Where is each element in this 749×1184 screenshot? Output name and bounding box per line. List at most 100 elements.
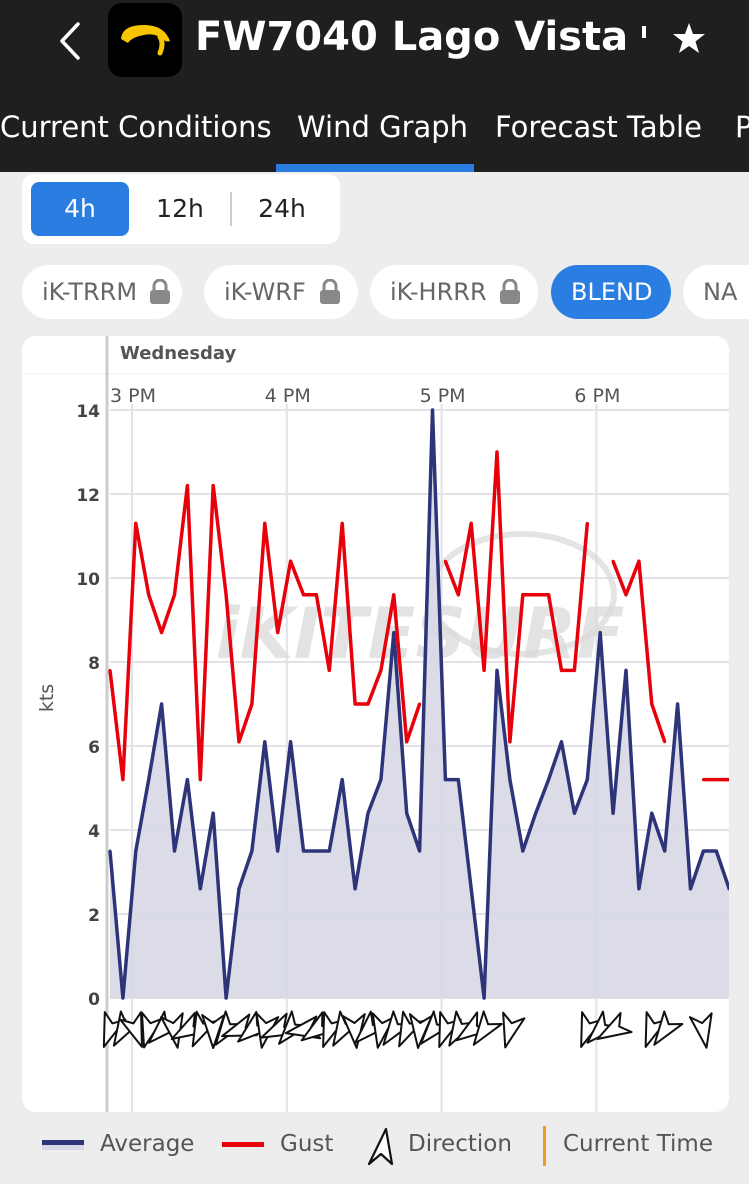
average-point bbox=[289, 740, 293, 744]
tab-forecast-table[interactable]: Forecast Table bbox=[495, 110, 702, 144]
gust-point bbox=[572, 668, 576, 672]
direction-arrow bbox=[472, 1010, 503, 1046]
average-point bbox=[469, 887, 473, 891]
average-point bbox=[392, 631, 396, 635]
time-tick-label: 6 PM bbox=[574, 385, 620, 407]
tab-wind-graph[interactable]: Wind Graph bbox=[297, 110, 469, 144]
average-point bbox=[314, 849, 318, 853]
legend-label: Current Time bbox=[563, 1131, 713, 1157]
gust-point bbox=[250, 702, 254, 706]
average-point bbox=[650, 811, 654, 815]
average-point bbox=[405, 811, 409, 815]
tab-partial[interactable]: P bbox=[735, 110, 749, 144]
direction-arrow-shape bbox=[341, 1013, 366, 1049]
average-point bbox=[714, 849, 718, 853]
gust-point bbox=[366, 702, 370, 706]
title-overflow-mark bbox=[642, 26, 646, 38]
legend-current-time: Current Time bbox=[540, 1118, 729, 1174]
direction-arrow bbox=[160, 1012, 184, 1049]
gust-point bbox=[701, 778, 705, 782]
legend-direction: Direction bbox=[366, 1118, 536, 1174]
current-time-swatch bbox=[543, 1126, 546, 1166]
range-24h-button[interactable]: 24h bbox=[258, 194, 306, 223]
direction-arrow-shape bbox=[502, 1011, 526, 1049]
star-icon[interactable] bbox=[668, 18, 710, 60]
average-point bbox=[482, 996, 486, 1000]
gust-point bbox=[714, 778, 718, 782]
average-point bbox=[134, 849, 138, 853]
model-chip-ik-hrrr[interactable]: iK-HRRR bbox=[370, 265, 538, 319]
gust-point bbox=[108, 668, 112, 672]
gust-point bbox=[482, 668, 486, 672]
average-point bbox=[572, 811, 576, 815]
lock-icon bbox=[320, 279, 340, 304]
top-bar: FW7040 Lago Vista bbox=[0, 0, 749, 84]
average-point bbox=[624, 668, 628, 672]
gust-point bbox=[560, 668, 563, 672]
gust-point bbox=[314, 593, 318, 597]
model-chip-ik-wrf[interactable]: iK-WRF bbox=[204, 265, 358, 319]
average-point bbox=[302, 849, 305, 853]
gust-point bbox=[469, 521, 473, 525]
gust-point bbox=[508, 740, 512, 744]
model-chip-blend[interactable]: BLEND bbox=[551, 265, 671, 319]
average-point bbox=[495, 668, 499, 672]
range-12h-button[interactable]: 12h bbox=[156, 194, 204, 223]
range-selector: 4h 12h 24h bbox=[22, 174, 340, 244]
average-point bbox=[521, 849, 525, 853]
y-tick-label: 14 bbox=[76, 402, 100, 422]
wind-graph-card: Wednesday 3 PM 4 PM 5 PM 6 PM 0 2 4 6 8 10 12 14 kts i… bbox=[22, 336, 729, 1112]
average-point bbox=[611, 811, 615, 815]
gust-point bbox=[340, 521, 344, 525]
active-tab-indicator bbox=[276, 164, 474, 172]
day-label: Wednesday bbox=[120, 343, 237, 364]
gust-point bbox=[392, 593, 396, 597]
average-point bbox=[676, 702, 680, 706]
gust-point bbox=[663, 740, 667, 744]
average-point bbox=[173, 849, 176, 853]
average-point bbox=[727, 887, 729, 891]
gust-point bbox=[534, 593, 538, 597]
model-chip-ik-trrm[interactable]: iK-TRRM bbox=[22, 265, 182, 319]
model-chip-na[interactable]: NA bbox=[683, 265, 749, 319]
direction-arrow-shape bbox=[688, 1012, 713, 1049]
gust-point bbox=[353, 702, 357, 706]
gust-point bbox=[456, 593, 460, 597]
average-point bbox=[701, 849, 705, 853]
gust-point bbox=[185, 484, 189, 488]
average-point bbox=[276, 849, 280, 853]
y-tick-label: 12 bbox=[76, 486, 100, 506]
gust-point bbox=[327, 668, 331, 672]
model-chip-label: iK-WRF bbox=[224, 278, 306, 306]
gust-point bbox=[147, 593, 151, 597]
direction-arrow-shape bbox=[472, 1010, 503, 1046]
time-tick-label: 5 PM bbox=[420, 385, 466, 407]
average-line bbox=[108, 408, 729, 1000]
average-point bbox=[689, 887, 692, 891]
average-point bbox=[443, 778, 447, 782]
tab-current-conditions[interactable]: Current Conditions bbox=[0, 110, 272, 144]
average-point bbox=[340, 778, 344, 782]
gust-swatch bbox=[222, 1142, 264, 1147]
gust-point bbox=[237, 740, 241, 744]
average-point bbox=[431, 408, 434, 412]
average-point bbox=[121, 996, 125, 1000]
model-chip-label: NA bbox=[703, 278, 738, 306]
model-chip-label: iK-HRRR bbox=[390, 278, 487, 306]
average-point bbox=[418, 849, 422, 853]
gust-point bbox=[650, 702, 654, 706]
tab-bar: Current Conditions Wind Graph Forecast T… bbox=[0, 84, 749, 172]
range-4h-button[interactable]: 4h bbox=[31, 182, 129, 236]
average-point bbox=[211, 811, 215, 815]
average-point bbox=[263, 740, 267, 744]
chevron-left-icon[interactable] bbox=[52, 18, 92, 64]
y-tick-label: 4 bbox=[88, 822, 100, 842]
direction-arrow bbox=[502, 1011, 526, 1049]
y-tick-label: 0 bbox=[88, 990, 100, 1010]
y-tick-label: 6 bbox=[88, 738, 100, 758]
range-divider bbox=[230, 192, 232, 226]
gust-point bbox=[547, 593, 551, 597]
gust-point bbox=[302, 593, 305, 597]
model-chip-label: BLEND bbox=[571, 278, 653, 306]
